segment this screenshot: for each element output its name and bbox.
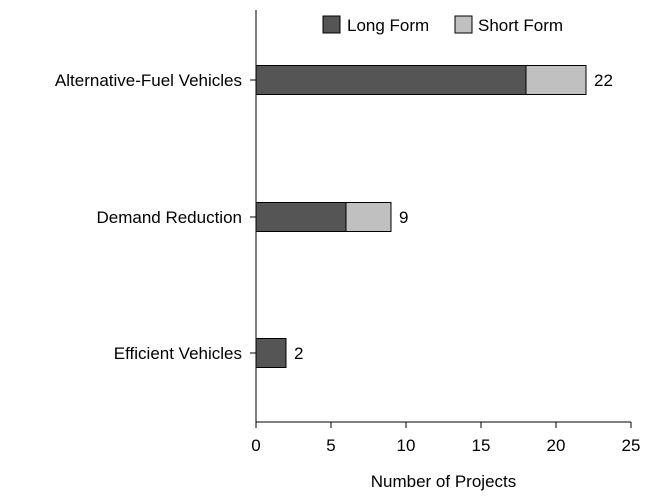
category-label: Efficient Vehicles — [114, 344, 242, 363]
bar-long-form — [255, 65, 527, 95]
bars — [255, 65, 587, 368]
x-tick-label: 25 — [622, 436, 641, 455]
total-value-label: 9 — [399, 208, 408, 227]
total-value-label: 22 — [594, 71, 613, 90]
x-tick-label: 10 — [397, 436, 416, 455]
x-tick-label: 5 — [326, 436, 335, 455]
x-tick-label: 0 — [251, 436, 260, 455]
axes: 0 5 10 15 20 25 Number of Projects — [250, 10, 640, 491]
legend-label: Short Form — [478, 16, 563, 35]
total-value-label: 2 — [294, 344, 303, 363]
labels: Alternative-Fuel Vehicles Demand Reductio… — [55, 71, 613, 363]
legend-swatch-short-form — [454, 15, 473, 34]
legend-swatch-long-form — [322, 15, 341, 34]
legend-label: Long Form — [347, 16, 429, 35]
bar-long-form — [255, 202, 347, 232]
category-label: Demand Reduction — [96, 208, 242, 227]
x-tick-label: 20 — [547, 436, 566, 455]
bar-short-form — [345, 202, 392, 232]
legend: Long Form Short Form — [322, 15, 563, 35]
category-label: Alternative-Fuel Vehicles — [55, 71, 242, 90]
bar-short-form — [525, 65, 587, 95]
bar-long-form — [255, 338, 287, 368]
x-tick-label: 15 — [472, 436, 491, 455]
x-axis-title: Number of Projects — [371, 472, 517, 491]
